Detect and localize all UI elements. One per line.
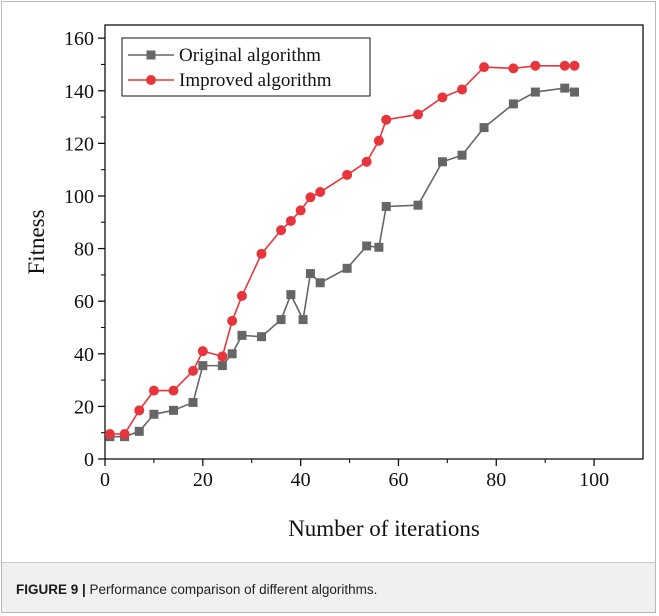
data-point: [227, 315, 238, 326]
data-point: [457, 150, 467, 160]
data-point: [295, 205, 306, 216]
data-point: [134, 426, 144, 436]
data-point: [413, 200, 423, 210]
data-point: [217, 361, 227, 371]
data-point: [257, 332, 267, 342]
figure-caption-label: FIGURE 9 |: [16, 582, 86, 597]
data-point: [437, 157, 447, 167]
data-point: [188, 365, 199, 376]
data-point: [479, 123, 489, 133]
data-point: [362, 241, 372, 251]
data-point: [104, 429, 115, 440]
y-tick-label: 140: [64, 81, 94, 103]
y-tick-label: 40: [74, 344, 94, 366]
series-line: [109, 64, 575, 435]
data-point: [285, 215, 296, 226]
data-point: [286, 290, 296, 300]
x-tick-label: 40: [291, 469, 311, 491]
line-chart: 0 20 40 60 80 100 0 20 40 60 80 100 120 140 160 Origin…: [24, 24, 644, 541]
caption-band: FIGURE 9 | Performance comparison of dif…: [2, 562, 655, 612]
data-point: [236, 290, 247, 301]
chart-series: [104, 60, 580, 442]
data-point: [374, 242, 384, 252]
figure-caption-text: Performance comparison of different algo…: [85, 582, 378, 597]
data-point: [149, 409, 159, 419]
x-tick-label: 20: [193, 469, 213, 491]
data-point: [437, 92, 448, 103]
data-point: [560, 83, 570, 93]
x-tick-label: 100: [579, 469, 609, 491]
data-point: [530, 60, 541, 71]
legend-marker: [146, 50, 156, 60]
data-point: [148, 385, 159, 396]
data-point: [217, 351, 228, 362]
data-point: [381, 114, 392, 125]
plot-frame: [104, 24, 644, 460]
data-point: [342, 169, 353, 180]
data-point: [276, 225, 287, 236]
legend-box: [121, 37, 371, 97]
y-tick-label: 0: [84, 449, 94, 471]
data-point: [342, 263, 352, 273]
chart-legend: Original algorithm Improved algorithm: [121, 37, 371, 97]
data-point: [188, 397, 198, 407]
y-tick-label: 120: [64, 133, 94, 155]
data-point: [237, 330, 247, 340]
y-tick-label: 60: [74, 291, 94, 313]
data-point: [119, 429, 130, 440]
legend-marker: [146, 75, 156, 85]
figure-caption: FIGURE 9 | Performance comparison of dif…: [16, 582, 377, 597]
x-tick-label: 0: [100, 469, 110, 491]
data-point: [559, 60, 570, 71]
data-point: [298, 315, 308, 325]
y-tick-label: 100: [64, 186, 94, 208]
x-tick-label: 60: [388, 469, 408, 491]
x-axis-title: Number of iterations: [288, 516, 480, 541]
data-point: [457, 84, 468, 95]
data-point: [508, 63, 519, 74]
data-point: [198, 361, 208, 371]
y-axis-title: Fitness: [24, 209, 49, 274]
data-point: [413, 109, 424, 120]
legend-label: Improved algorithm: [179, 70, 332, 91]
data-point: [227, 349, 237, 359]
data-point: [305, 269, 315, 279]
data-point: [569, 60, 580, 71]
y-tick-label: 160: [64, 28, 94, 50]
series-line: [109, 87, 575, 438]
x-tick-label: 80: [486, 469, 506, 491]
data-point: [134, 405, 145, 416]
data-point: [361, 156, 372, 167]
series-1: [105, 83, 580, 442]
chart-axes: [104, 24, 644, 460]
y-tick-label: 80: [74, 239, 94, 261]
data-point: [381, 201, 391, 211]
data-point: [256, 248, 267, 259]
data-point: [315, 278, 325, 288]
data-point: [570, 87, 580, 97]
data-point: [305, 192, 316, 203]
data-point: [276, 315, 286, 325]
data-point: [373, 135, 384, 146]
data-point: [508, 99, 518, 109]
data-point: [479, 62, 490, 73]
data-point: [168, 385, 179, 396]
data-point: [168, 405, 178, 415]
legend-label: Original algorithm: [179, 45, 321, 66]
data-point: [530, 87, 540, 97]
series-2: [104, 60, 580, 440]
data-point: [197, 346, 208, 357]
chart-ticks: 0 20 40 60 80 100 0 20 40 60 80 100 120 140 160: [64, 28, 609, 491]
y-tick-label: 20: [74, 396, 94, 418]
data-point: [315, 187, 326, 198]
